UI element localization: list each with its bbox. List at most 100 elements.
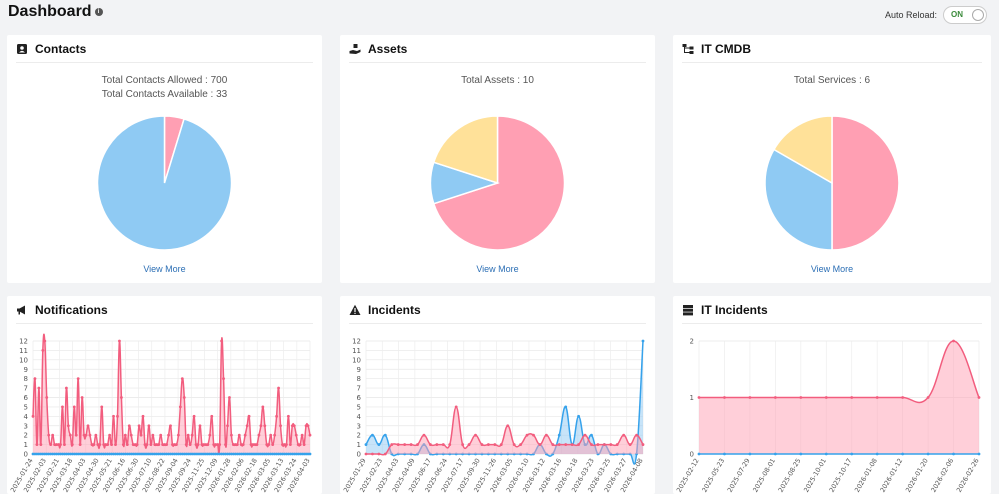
data-point[interactable] bbox=[43, 339, 47, 343]
data-point[interactable] bbox=[204, 443, 208, 446]
data-point[interactable] bbox=[198, 424, 202, 428]
data-point[interactable] bbox=[454, 405, 458, 409]
data-point[interactable] bbox=[294, 433, 298, 437]
data-point[interactable] bbox=[748, 452, 752, 456]
data-point[interactable] bbox=[233, 452, 237, 456]
data-point[interactable] bbox=[161, 443, 165, 446]
data-point[interactable] bbox=[159, 433, 163, 437]
data-point[interactable] bbox=[120, 396, 123, 399]
data-point[interactable] bbox=[296, 452, 300, 456]
data-point[interactable] bbox=[241, 452, 245, 456]
data-point[interactable] bbox=[204, 452, 208, 456]
data-point[interactable] bbox=[104, 452, 108, 456]
data-point[interactable] bbox=[748, 396, 752, 399]
data-point[interactable] bbox=[114, 443, 117, 446]
data-point[interactable] bbox=[290, 424, 294, 428]
data-point[interactable] bbox=[39, 452, 43, 456]
data-point[interactable] bbox=[125, 443, 129, 446]
data-point[interactable] bbox=[977, 452, 981, 456]
data-point[interactable] bbox=[135, 452, 139, 456]
data-point[interactable] bbox=[824, 396, 828, 399]
toggle-knob[interactable] bbox=[972, 9, 984, 21]
data-point[interactable] bbox=[90, 443, 94, 446]
data-point[interactable] bbox=[80, 396, 84, 399]
data-point[interactable] bbox=[628, 443, 632, 446]
data-point[interactable] bbox=[74, 452, 78, 456]
data-point[interactable] bbox=[100, 452, 104, 456]
data-point[interactable] bbox=[390, 443, 394, 446]
data-point[interactable] bbox=[176, 433, 180, 437]
data-point[interactable] bbox=[622, 433, 626, 437]
data-point[interactable] bbox=[850, 396, 854, 399]
data-point[interactable] bbox=[224, 443, 227, 446]
data-point[interactable] bbox=[275, 452, 279, 456]
data-point[interactable] bbox=[220, 339, 223, 343]
data-point[interactable] bbox=[602, 443, 606, 446]
data-point[interactable] bbox=[82, 452, 86, 456]
data-point[interactable] bbox=[249, 443, 253, 446]
data-point[interactable] bbox=[416, 443, 419, 446]
itcmdb-view-more-link[interactable]: View More bbox=[810, 264, 854, 274]
data-point[interactable] bbox=[237, 452, 241, 456]
data-point[interactable] bbox=[265, 443, 269, 446]
data-point[interactable] bbox=[308, 433, 312, 437]
data-point[interactable] bbox=[269, 452, 273, 456]
data-point[interactable] bbox=[178, 452, 182, 456]
data-point[interactable] bbox=[123, 452, 127, 456]
data-point[interactable] bbox=[371, 452, 374, 456]
data-point[interactable] bbox=[298, 452, 302, 456]
data-point[interactable] bbox=[577, 443, 580, 446]
data-point[interactable] bbox=[186, 433, 190, 437]
data-point[interactable] bbox=[306, 424, 310, 428]
data-point[interactable] bbox=[96, 443, 100, 446]
data-point[interactable] bbox=[176, 452, 180, 456]
data-point[interactable] bbox=[31, 452, 35, 456]
pie-slice-1[interactable] bbox=[764, 148, 833, 251]
data-point[interactable] bbox=[383, 433, 387, 437]
data-point[interactable] bbox=[194, 443, 198, 446]
data-point[interactable] bbox=[163, 443, 167, 446]
data-point[interactable] bbox=[230, 452, 233, 456]
data-point[interactable] bbox=[429, 443, 432, 446]
data-point[interactable] bbox=[273, 452, 277, 456]
data-point[interactable] bbox=[519, 443, 523, 446]
data-point[interactable] bbox=[403, 443, 407, 446]
data-point[interactable] bbox=[216, 443, 220, 446]
data-point[interactable] bbox=[773, 452, 777, 456]
data-point[interactable] bbox=[88, 452, 92, 456]
data-point[interactable] bbox=[184, 443, 188, 446]
data-point[interactable] bbox=[294, 452, 298, 456]
data-point[interactable] bbox=[277, 452, 280, 456]
data-point[interactable] bbox=[127, 424, 131, 428]
data-point[interactable] bbox=[192, 452, 196, 456]
data-point[interactable] bbox=[241, 443, 245, 446]
data-point[interactable] bbox=[125, 452, 129, 456]
data-point[interactable] bbox=[551, 443, 555, 446]
data-point[interactable] bbox=[448, 443, 452, 446]
data-point[interactable] bbox=[108, 433, 112, 437]
data-point[interactable] bbox=[118, 339, 121, 343]
data-point[interactable] bbox=[200, 452, 204, 456]
data-point[interactable] bbox=[773, 396, 777, 399]
data-point[interactable] bbox=[127, 452, 131, 456]
data-point[interactable] bbox=[239, 443, 243, 446]
data-point[interactable] bbox=[70, 452, 74, 456]
data-point[interactable] bbox=[96, 452, 100, 456]
data-point[interactable] bbox=[100, 405, 104, 409]
data-point[interactable] bbox=[169, 424, 172, 428]
data-point[interactable] bbox=[173, 452, 176, 456]
data-point[interactable] bbox=[281, 443, 284, 446]
data-point[interactable] bbox=[39, 443, 43, 446]
data-point[interactable] bbox=[279, 452, 282, 456]
data-point[interactable] bbox=[577, 414, 580, 418]
data-point[interactable] bbox=[45, 452, 49, 456]
data-point[interactable] bbox=[486, 443, 490, 446]
data-point[interactable] bbox=[212, 452, 216, 456]
info-icon[interactable]: i bbox=[94, 7, 103, 16]
data-point[interactable] bbox=[59, 452, 62, 456]
data-point[interactable] bbox=[121, 452, 125, 456]
data-point[interactable] bbox=[94, 452, 98, 456]
data-point[interactable] bbox=[51, 452, 55, 456]
pie-slice-1[interactable] bbox=[96, 115, 233, 251]
data-point[interactable] bbox=[64, 452, 68, 456]
